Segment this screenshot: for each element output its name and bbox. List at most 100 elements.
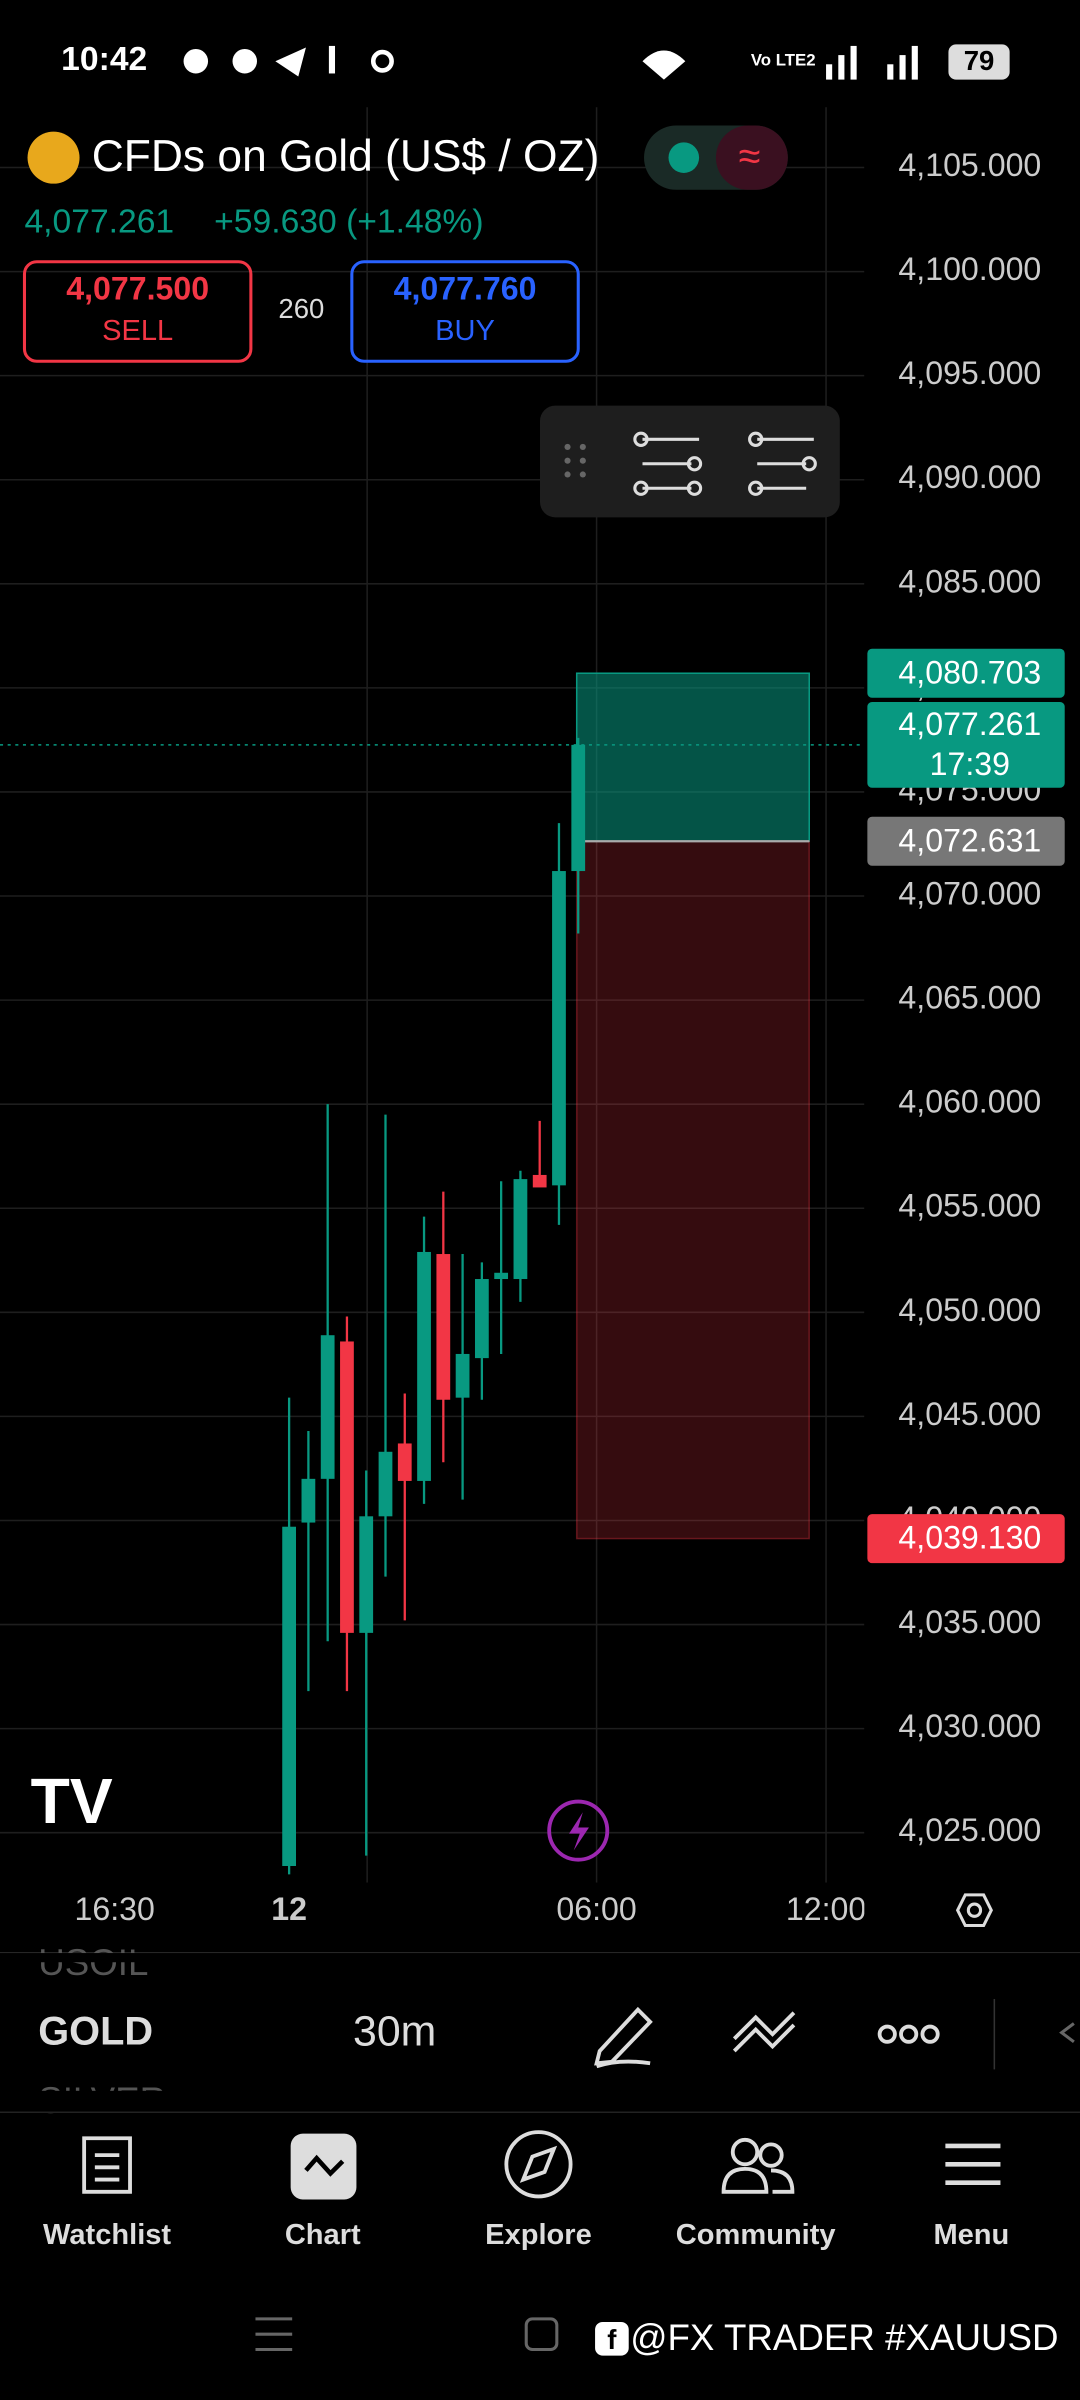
candle-body bbox=[320, 1335, 335, 1479]
y-tick-label: 4,070.000 bbox=[898, 876, 1041, 912]
body bbox=[721, 2166, 795, 2194]
signal bbox=[899, 55, 906, 80]
market-open-dot bbox=[668, 142, 700, 173]
facebook-icon bbox=[595, 2321, 629, 2356]
tab-label[interactable]: Menu bbox=[933, 2219, 1009, 2251]
status-icons bbox=[183, 45, 918, 80]
symbol-title[interactable]: CFDs on Gold (US$ / OZ) bbox=[92, 132, 600, 181]
tab-label[interactable]: Community bbox=[676, 2219, 836, 2251]
icon-dot bbox=[748, 480, 764, 496]
signal bbox=[911, 45, 918, 80]
candle-body bbox=[494, 1272, 509, 1280]
icon bbox=[328, 45, 336, 74]
tab-bar: Watchlist Chart Explore Community Menu bbox=[43, 2219, 1009, 2251]
settings-button[interactable] bbox=[955, 1893, 993, 1928]
candle-body bbox=[571, 744, 586, 872]
price-tag bbox=[867, 702, 1065, 788]
x-tick-label: 16:30 bbox=[75, 1891, 155, 1927]
watermark: @FX TRADER #XAUUSD bbox=[630, 2317, 1058, 2358]
tab-label[interactable]: Chart bbox=[285, 2219, 361, 2251]
axis-corner bbox=[864, 1879, 1080, 1941]
menu-icon bbox=[945, 2143, 1001, 2185]
price-axis: 4,025.0004,030.0004,035.0004,040.0004,04… bbox=[867, 147, 1065, 1848]
more-button[interactable] bbox=[877, 2024, 940, 2044]
facebook-f: f bbox=[607, 2324, 617, 2355]
fade-top bbox=[0, 1953, 1080, 1963]
y-tick-label: 4,025.000 bbox=[898, 1812, 1041, 1848]
icon bbox=[275, 47, 306, 77]
candle-body bbox=[455, 1353, 470, 1398]
indicators-button[interactable] bbox=[732, 2011, 796, 2053]
signal bbox=[887, 64, 894, 80]
last-price: 4,077.261 bbox=[24, 203, 174, 240]
candle-body bbox=[397, 1443, 412, 1481]
draw-button[interactable] bbox=[594, 2006, 653, 2069]
y-tick-label: 4,095.000 bbox=[898, 355, 1041, 391]
profit-zone bbox=[575, 672, 810, 843]
y-tick-label: 4,100.000 bbox=[898, 251, 1041, 287]
chart-icon-line bbox=[304, 2154, 345, 2177]
icon bbox=[370, 49, 394, 73]
sell-button[interactable] bbox=[22, 260, 253, 363]
drag-handle[interactable] bbox=[564, 443, 586, 478]
x-tick-label: 12:00 bbox=[786, 1891, 866, 1927]
community-icon bbox=[721, 2137, 795, 2194]
icon-dot bbox=[633, 480, 649, 496]
buy-button[interactable] bbox=[350, 260, 580, 363]
candle-body bbox=[552, 871, 566, 1186]
price-tag-label: 4,080.703 bbox=[898, 654, 1041, 690]
dot bbox=[564, 457, 571, 464]
signal bbox=[838, 55, 845, 80]
head bbox=[758, 2142, 784, 2168]
candle-body bbox=[474, 1279, 489, 1359]
price-tag bbox=[867, 1514, 1065, 1564]
wifi bbox=[642, 50, 686, 80]
y-tick-label: 4,085.000 bbox=[898, 563, 1041, 599]
icon-dot bbox=[686, 456, 703, 472]
price-tag bbox=[867, 816, 1065, 866]
delay-pill[interactable] bbox=[715, 125, 788, 190]
network-label: Vo LTE2 bbox=[751, 51, 816, 70]
buy-label: BUY bbox=[435, 315, 495, 347]
candle-body bbox=[378, 1451, 393, 1517]
tab-label[interactable]: Explore bbox=[485, 2219, 592, 2251]
plot bbox=[0, 672, 865, 1875]
candle-body bbox=[417, 1251, 431, 1481]
collapse-arrow[interactable] bbox=[1059, 2022, 1075, 2044]
price-tag bbox=[867, 648, 1065, 698]
fade-bottom bbox=[0, 2090, 1080, 2113]
tab-label[interactable]: Watchlist bbox=[43, 2219, 171, 2251]
explore-needle bbox=[519, 2145, 558, 2183]
icon-dot bbox=[748, 431, 764, 447]
sell-label: SELL bbox=[102, 315, 173, 347]
icon-dot bbox=[686, 480, 703, 496]
interval[interactable]: 30m bbox=[353, 2007, 436, 2055]
battery-level: 79 bbox=[964, 45, 995, 76]
short-position-tool[interactable] bbox=[748, 431, 817, 496]
replay-button[interactable] bbox=[547, 1799, 610, 1862]
y-tick-label: 4,030.000 bbox=[898, 1708, 1041, 1744]
dot bbox=[579, 471, 586, 478]
dot bbox=[579, 443, 586, 450]
candle-body bbox=[359, 1516, 374, 1633]
head bbox=[730, 2137, 760, 2167]
dot bbox=[877, 2024, 897, 2044]
price-tag-label: 4,039.130 bbox=[898, 1520, 1041, 1556]
current-symbol[interactable]: GOLD bbox=[38, 2010, 153, 2054]
x-tick-label: 06:00 bbox=[556, 1891, 636, 1927]
y-tick-label: 4,090.000 bbox=[898, 459, 1041, 495]
y-tick-label: 4,060.000 bbox=[898, 1084, 1041, 1120]
previous-symbol[interactable]: USOIL bbox=[38, 1942, 148, 1983]
nav-recents[interactable] bbox=[255, 2317, 293, 2352]
price-tag-label: 17:39 bbox=[930, 746, 1010, 782]
nav-home[interactable] bbox=[524, 2317, 559, 2352]
dot bbox=[899, 2024, 919, 2044]
long-position-tool[interactable] bbox=[633, 431, 703, 496]
icon-dot bbox=[801, 456, 817, 472]
signal bbox=[850, 45, 857, 80]
candle-body bbox=[513, 1179, 528, 1280]
settings-dot bbox=[966, 1902, 983, 1918]
